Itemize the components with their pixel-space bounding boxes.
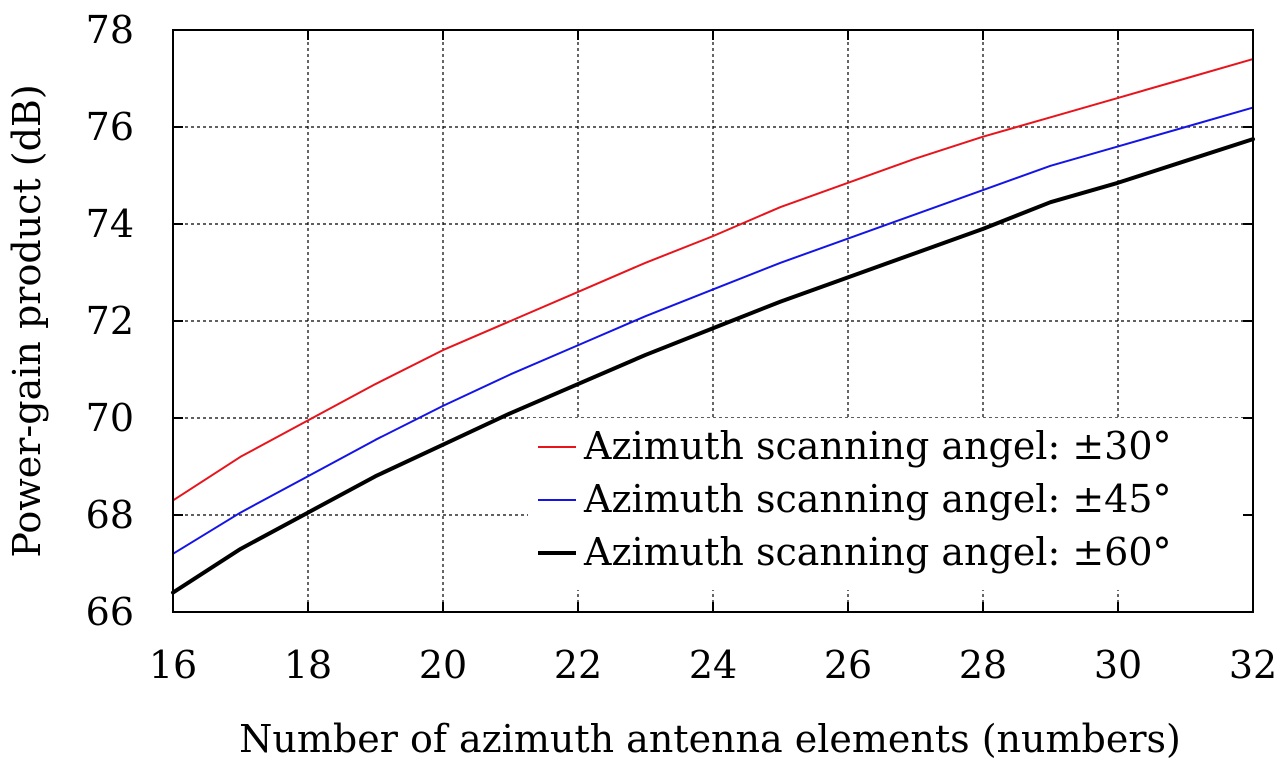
legend: Azimuth scanning angel: ±30° Azimuth scan… xyxy=(528,418,1250,590)
x-tick-label: 16 xyxy=(149,643,197,687)
y-tick-label: 70 xyxy=(86,396,134,440)
series-line-2 xyxy=(172,106,1254,555)
series-layer xyxy=(171,58,1255,595)
y-tick-label: 78 xyxy=(86,8,134,52)
y-tick-label: 66 xyxy=(86,590,134,634)
x-tick-labels: 16 18 20 22 24 26 28 30 32 xyxy=(149,643,1277,687)
x-tick-label: 24 xyxy=(689,643,737,687)
legend-label-3: Azimuth scanning angel: ±60° xyxy=(583,530,1172,574)
x-tick-label: 22 xyxy=(554,643,602,687)
x-tick-label: 26 xyxy=(824,643,872,687)
series-line-3 xyxy=(171,137,1255,595)
ticks xyxy=(172,29,1254,613)
y-tick-label: 68 xyxy=(86,493,134,537)
y-tick-label: 76 xyxy=(86,105,134,149)
legend-label-1: Azimuth scanning angel: ±30° xyxy=(583,424,1172,468)
x-axis-title: Number of azimuth antenna elements (numb… xyxy=(239,717,1181,761)
x-tick-label: 28 xyxy=(959,643,1007,687)
x-tick-label: 18 xyxy=(284,643,332,687)
x-tick-label: 20 xyxy=(419,643,467,687)
legend-background xyxy=(528,418,1250,590)
legend-label-2: Azimuth scanning angel: ±45° xyxy=(583,477,1172,521)
x-tick-label: 30 xyxy=(1094,643,1142,687)
y-tick-label: 72 xyxy=(86,299,134,343)
y-tick-labels: 66 68 70 72 74 76 78 xyxy=(86,8,134,634)
series-line-1 xyxy=(172,58,1254,502)
x-tick-label: 32 xyxy=(1229,643,1277,687)
y-axis-title: Power-gain product (dB) xyxy=(5,84,49,557)
y-tick-label: 74 xyxy=(86,202,134,246)
